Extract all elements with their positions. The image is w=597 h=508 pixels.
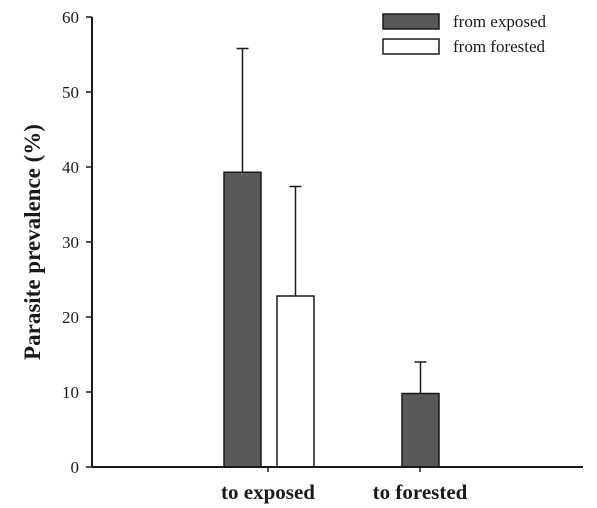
y-tick-label: 40: [62, 158, 79, 177]
legend: from exposed from forested: [382, 12, 547, 56]
category-labels: to exposed to forested: [221, 480, 468, 504]
y-tick-label: 30: [62, 233, 79, 252]
bar: [276, 295, 315, 468]
category-label: to forested: [373, 480, 468, 504]
y-tick-label: 60: [62, 8, 79, 27]
y-tick-label: 10: [62, 383, 79, 402]
y-tick-label: 0: [71, 458, 80, 477]
y-ticks: [86, 16, 92, 468]
legend-swatch: [382, 38, 440, 55]
y-axis-title: Parasite prevalence (%): [20, 124, 45, 360]
y-tick-label: 20: [62, 308, 79, 327]
category-label: to exposed: [221, 480, 315, 504]
bar: [401, 392, 440, 468]
legend-label: from forested: [453, 37, 546, 56]
legend-swatch: [382, 13, 440, 30]
bar: [223, 171, 262, 468]
bars: [223, 171, 440, 468]
y-tick-labels: 0 10 20 30 40 50 60: [62, 8, 79, 477]
error-bars: [236, 47, 427, 394]
y-tick-label: 50: [62, 83, 79, 102]
legend-label: from exposed: [453, 12, 547, 31]
x-ticks: [267, 467, 421, 472]
